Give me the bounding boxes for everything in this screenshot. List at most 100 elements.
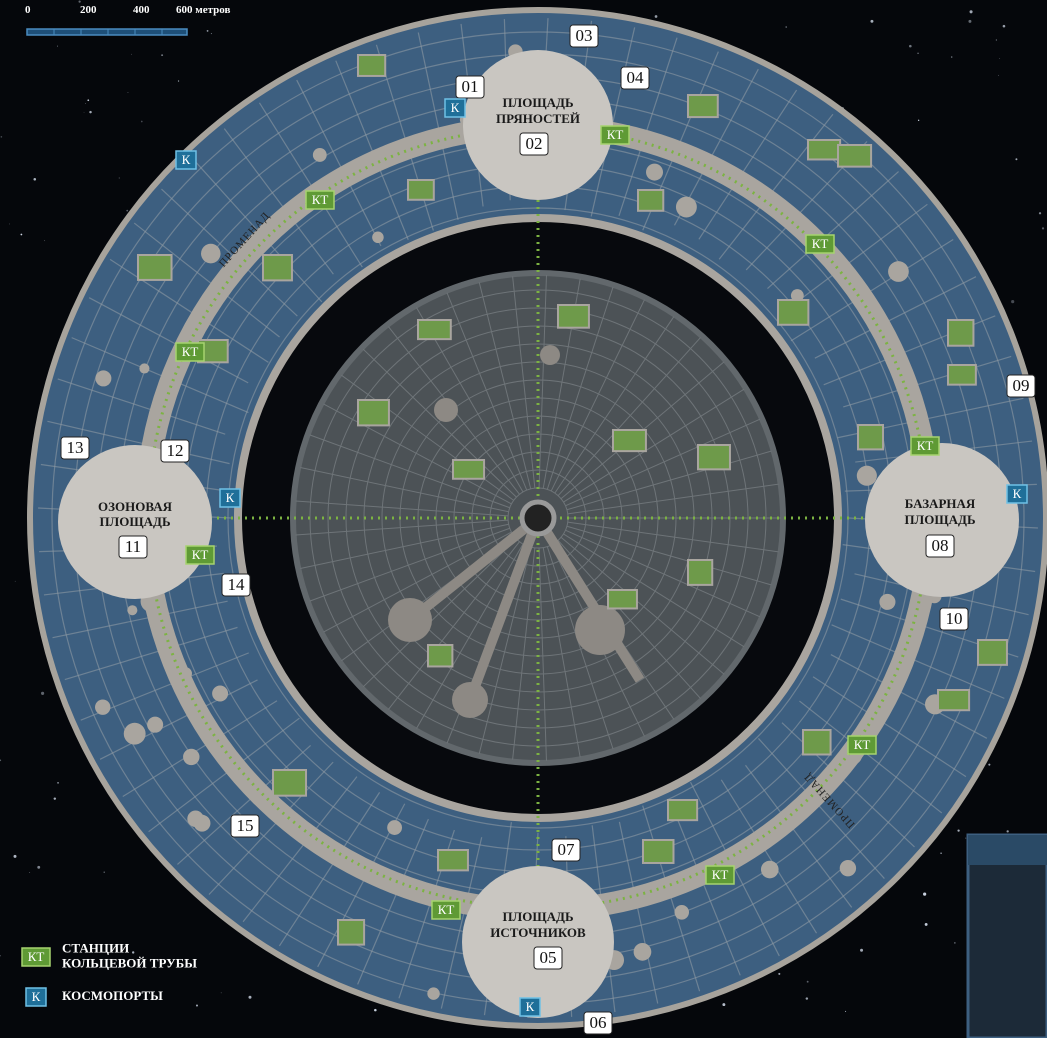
inset-header (968, 835, 1047, 865)
park (358, 55, 385, 76)
small-plaza (427, 987, 439, 999)
star (85, 103, 86, 104)
park (688, 560, 712, 585)
small-plaza (127, 605, 137, 615)
location-number: 04 (627, 68, 645, 87)
star (970, 10, 973, 13)
spaceport: К (226, 490, 235, 505)
park (938, 690, 969, 710)
location-number: 01 (462, 77, 479, 96)
park (263, 255, 292, 280)
star (1003, 25, 1006, 28)
star (178, 80, 179, 81)
star (29, 872, 30, 873)
plaza-name: ОЗОНОВАЯ (98, 499, 173, 514)
park (613, 430, 646, 451)
plaza-name: БАЗАРНАЯ (905, 496, 976, 511)
tube-station: КТ (712, 867, 729, 882)
star (128, 92, 129, 93)
park (273, 770, 306, 796)
star (1, 136, 3, 138)
star (918, 120, 919, 121)
plaza-name: ПЛОЩАДЬ (502, 95, 573, 110)
spaceport: К (182, 152, 191, 167)
location-number: 03 (576, 26, 593, 45)
park (948, 320, 973, 346)
star (33, 178, 36, 181)
plaza-name: ПЛОЩАДЬ (502, 909, 573, 924)
location-number: 10 (946, 609, 963, 628)
plaza-small (434, 398, 458, 422)
star (860, 949, 863, 952)
star (1042, 227, 1044, 229)
star (988, 764, 990, 766)
star (126, 210, 128, 212)
star (1015, 158, 1017, 160)
tube-station: КТ (812, 236, 829, 251)
plaza-name: ИСТОЧНИКОВ (490, 925, 586, 940)
star (221, 992, 222, 993)
star (15, 581, 16, 582)
star (104, 872, 105, 873)
park (408, 180, 434, 200)
star (54, 797, 56, 799)
small-plaza (840, 860, 856, 876)
park (358, 400, 389, 425)
park (803, 730, 831, 754)
small-plaza (879, 594, 895, 610)
inset-panel (968, 835, 1047, 1038)
star (957, 829, 959, 831)
park (778, 300, 808, 325)
star (132, 951, 134, 953)
scale-label: 200 (80, 4, 97, 16)
star (211, 33, 212, 34)
star (37, 866, 40, 869)
small-plaza (139, 363, 149, 373)
park (338, 920, 364, 945)
star (909, 45, 912, 48)
star (807, 981, 809, 983)
star (9, 224, 10, 225)
plaza-number: 02 (526, 134, 543, 153)
star (845, 1011, 846, 1012)
location-number: 14 (228, 575, 246, 594)
plaza-number: 08 (932, 536, 949, 555)
plaza-small (452, 682, 488, 718)
star (14, 855, 17, 858)
location-number: 15 (237, 816, 254, 835)
park (698, 445, 730, 469)
small-plaza (212, 686, 228, 702)
park (453, 460, 484, 479)
plaza-name: ПРЯНОСТЕЙ (496, 111, 580, 126)
spaceport: К (1013, 486, 1022, 501)
small-plaza (857, 466, 877, 486)
scale-label: 400 (133, 4, 150, 16)
star (722, 1003, 725, 1006)
park (438, 850, 468, 870)
tube-station: КТ (192, 547, 209, 562)
small-plaza (95, 699, 110, 714)
star (778, 973, 780, 975)
star (84, 112, 85, 113)
legend-text: КОЛЬЦЕВОЙ ТРУБЫ (62, 955, 197, 970)
park (858, 425, 883, 449)
star (131, 54, 132, 55)
tube-station: КТ (182, 344, 199, 359)
star (87, 99, 89, 101)
star (785, 26, 786, 27)
park (838, 145, 871, 167)
park (558, 305, 589, 328)
star (57, 46, 58, 47)
small-plaza (634, 943, 652, 961)
spaceport: К (451, 100, 460, 115)
legend-text: СТАНЦИИ (62, 940, 129, 955)
star (917, 53, 918, 54)
park (608, 590, 637, 608)
plaza (462, 866, 614, 1018)
park (638, 190, 663, 211)
small-plaza (313, 148, 327, 162)
star (44, 240, 45, 241)
tube-station: КТ (854, 737, 871, 752)
star (89, 111, 91, 113)
star (998, 75, 999, 76)
